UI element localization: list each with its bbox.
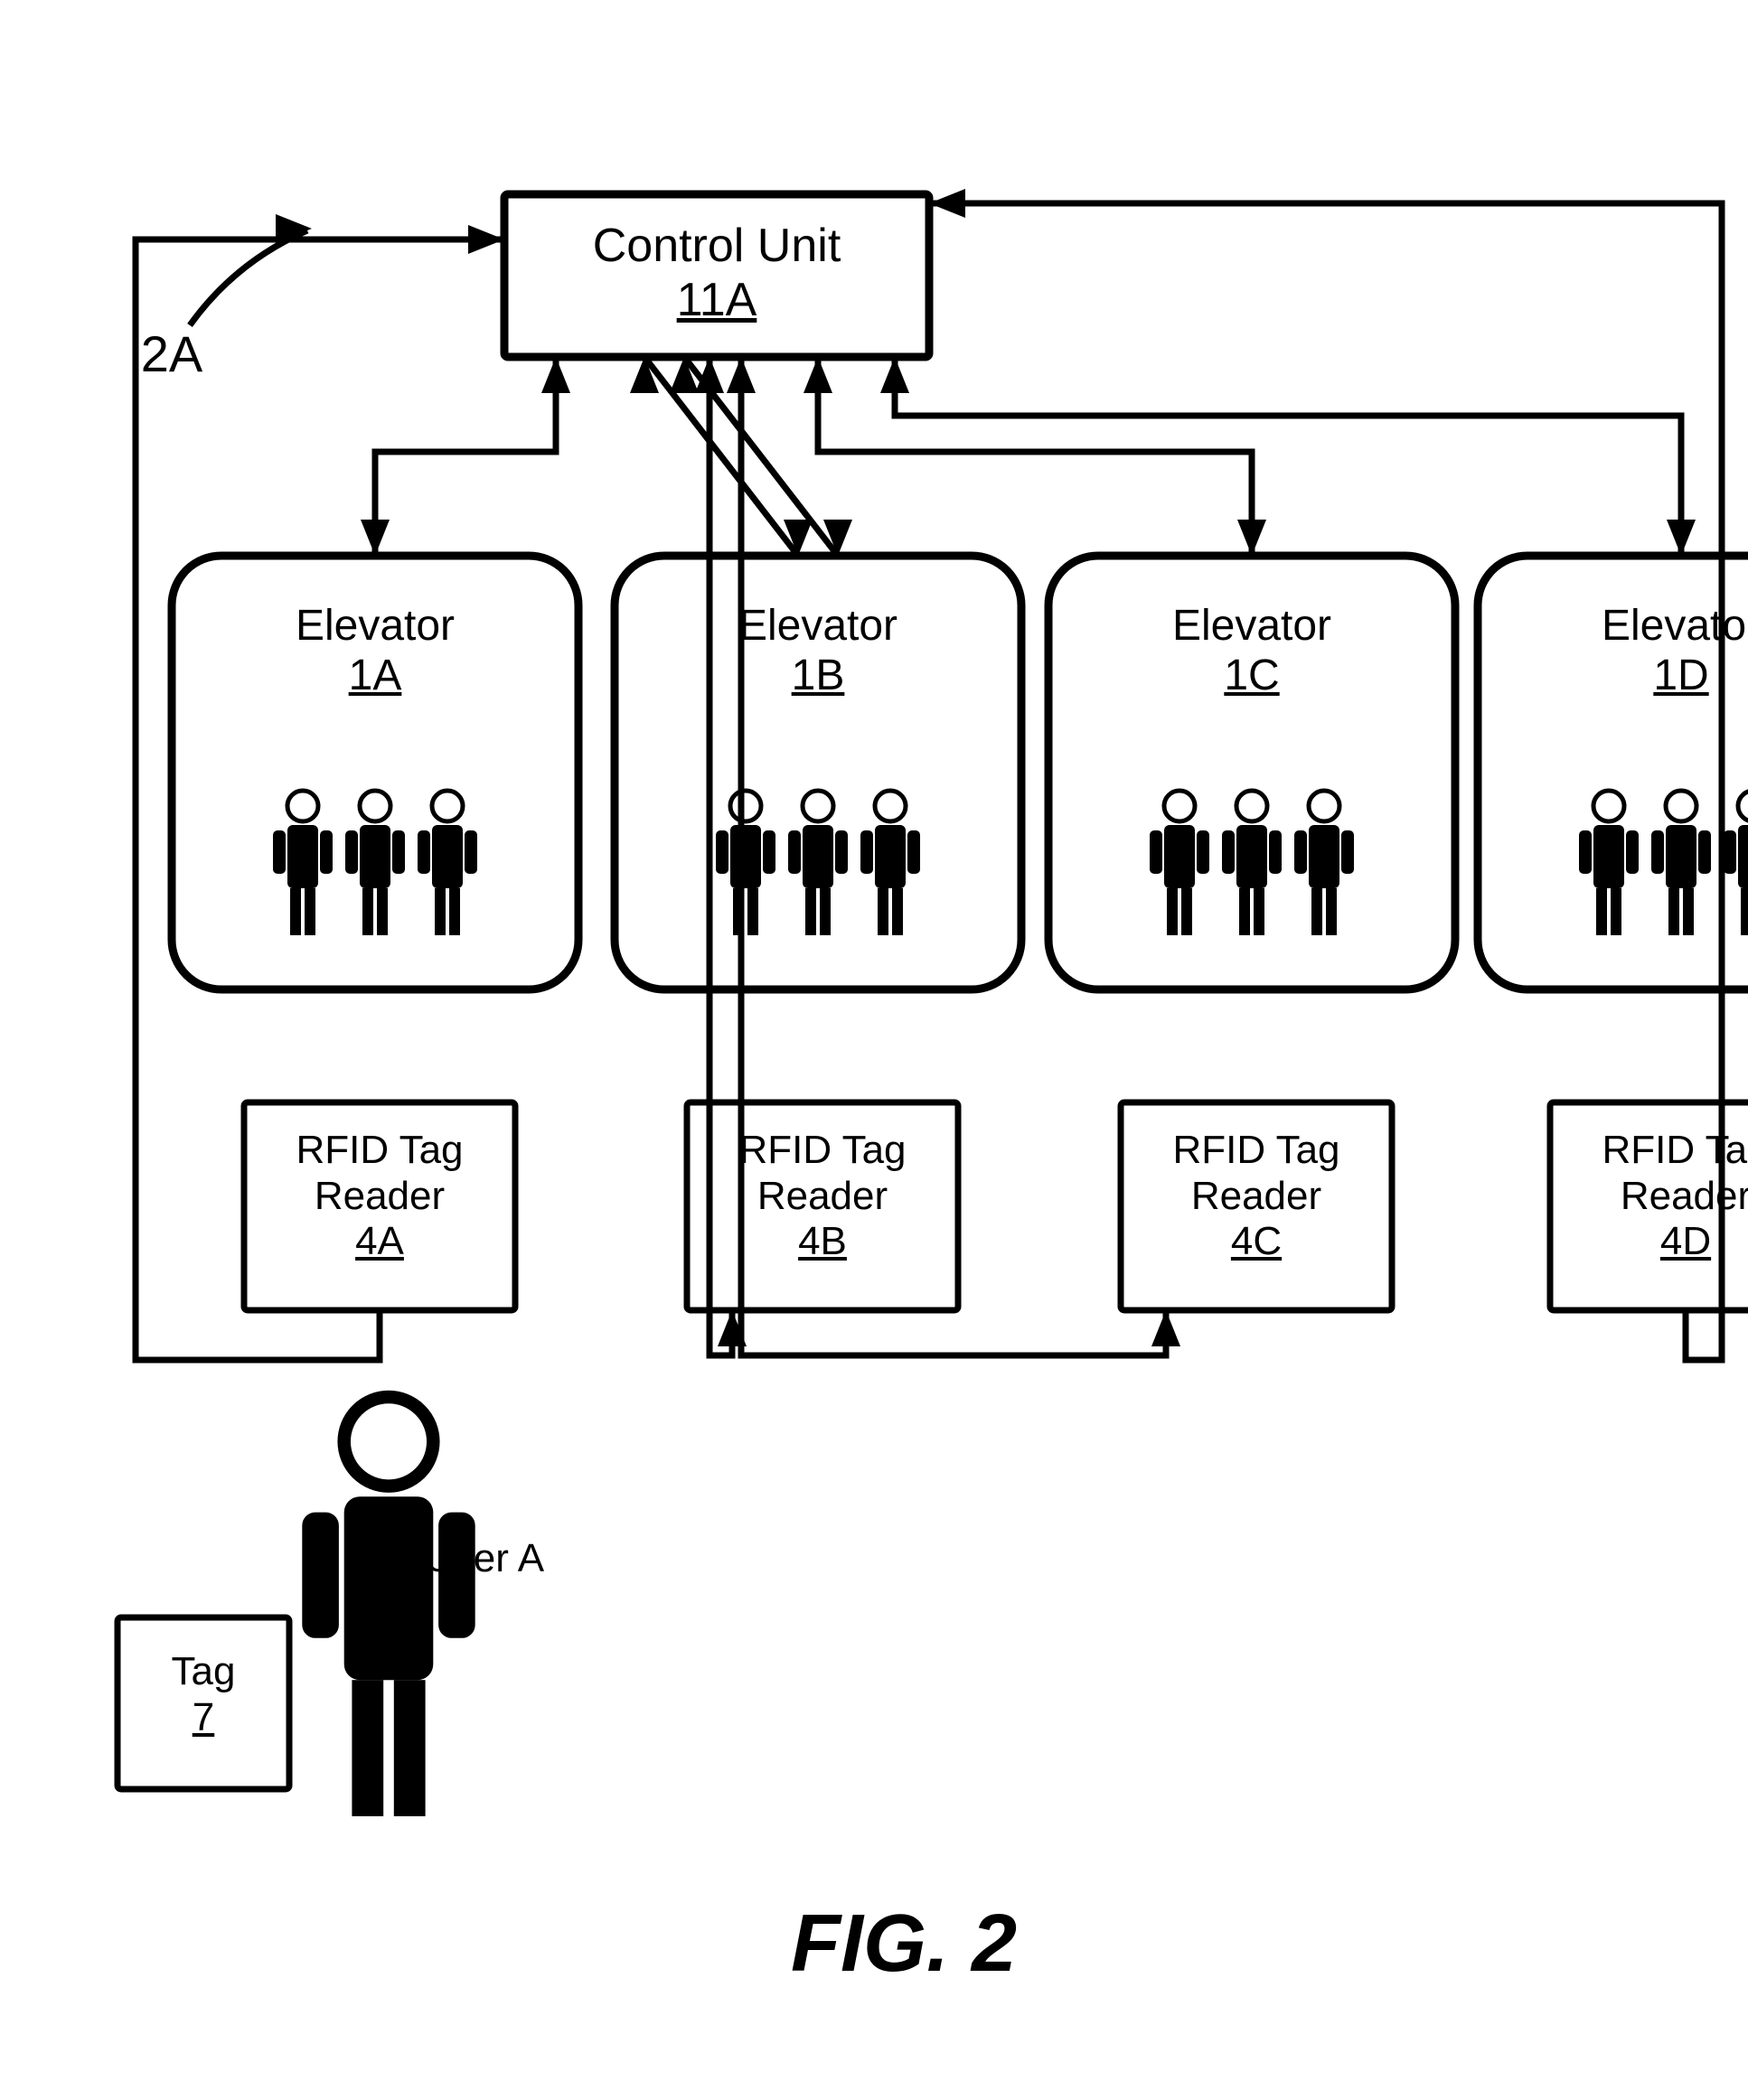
diagram-canvas: Control Unit11A Elevator1A Elevator1B Eleva… [0, 0, 1748, 2100]
figure-ref-label: 2A [108, 325, 235, 383]
reader-B-label: RFID TagReader4B [687, 1128, 958, 1265]
tag-label: Tag7 [117, 1649, 289, 1740]
elevator-C-label: Elevator1C [1048, 601, 1455, 700]
elevator-B-label: Elevator1B [615, 601, 1021, 700]
elevator-D-label: Elevator1D [1478, 601, 1748, 700]
reader-D-label: RFID TagReader4D [1550, 1128, 1748, 1265]
reader-C-label: RFID TagReader4C [1121, 1128, 1392, 1265]
figure-caption: FIG. 2 [633, 1898, 1175, 1992]
elevator-A-label: Elevator1A [172, 601, 578, 700]
control-unit-label: Control Unit11A [504, 220, 929, 328]
user-label: User A [425, 1536, 660, 1582]
reader-A-label: RFID TagReader4A [244, 1128, 515, 1265]
